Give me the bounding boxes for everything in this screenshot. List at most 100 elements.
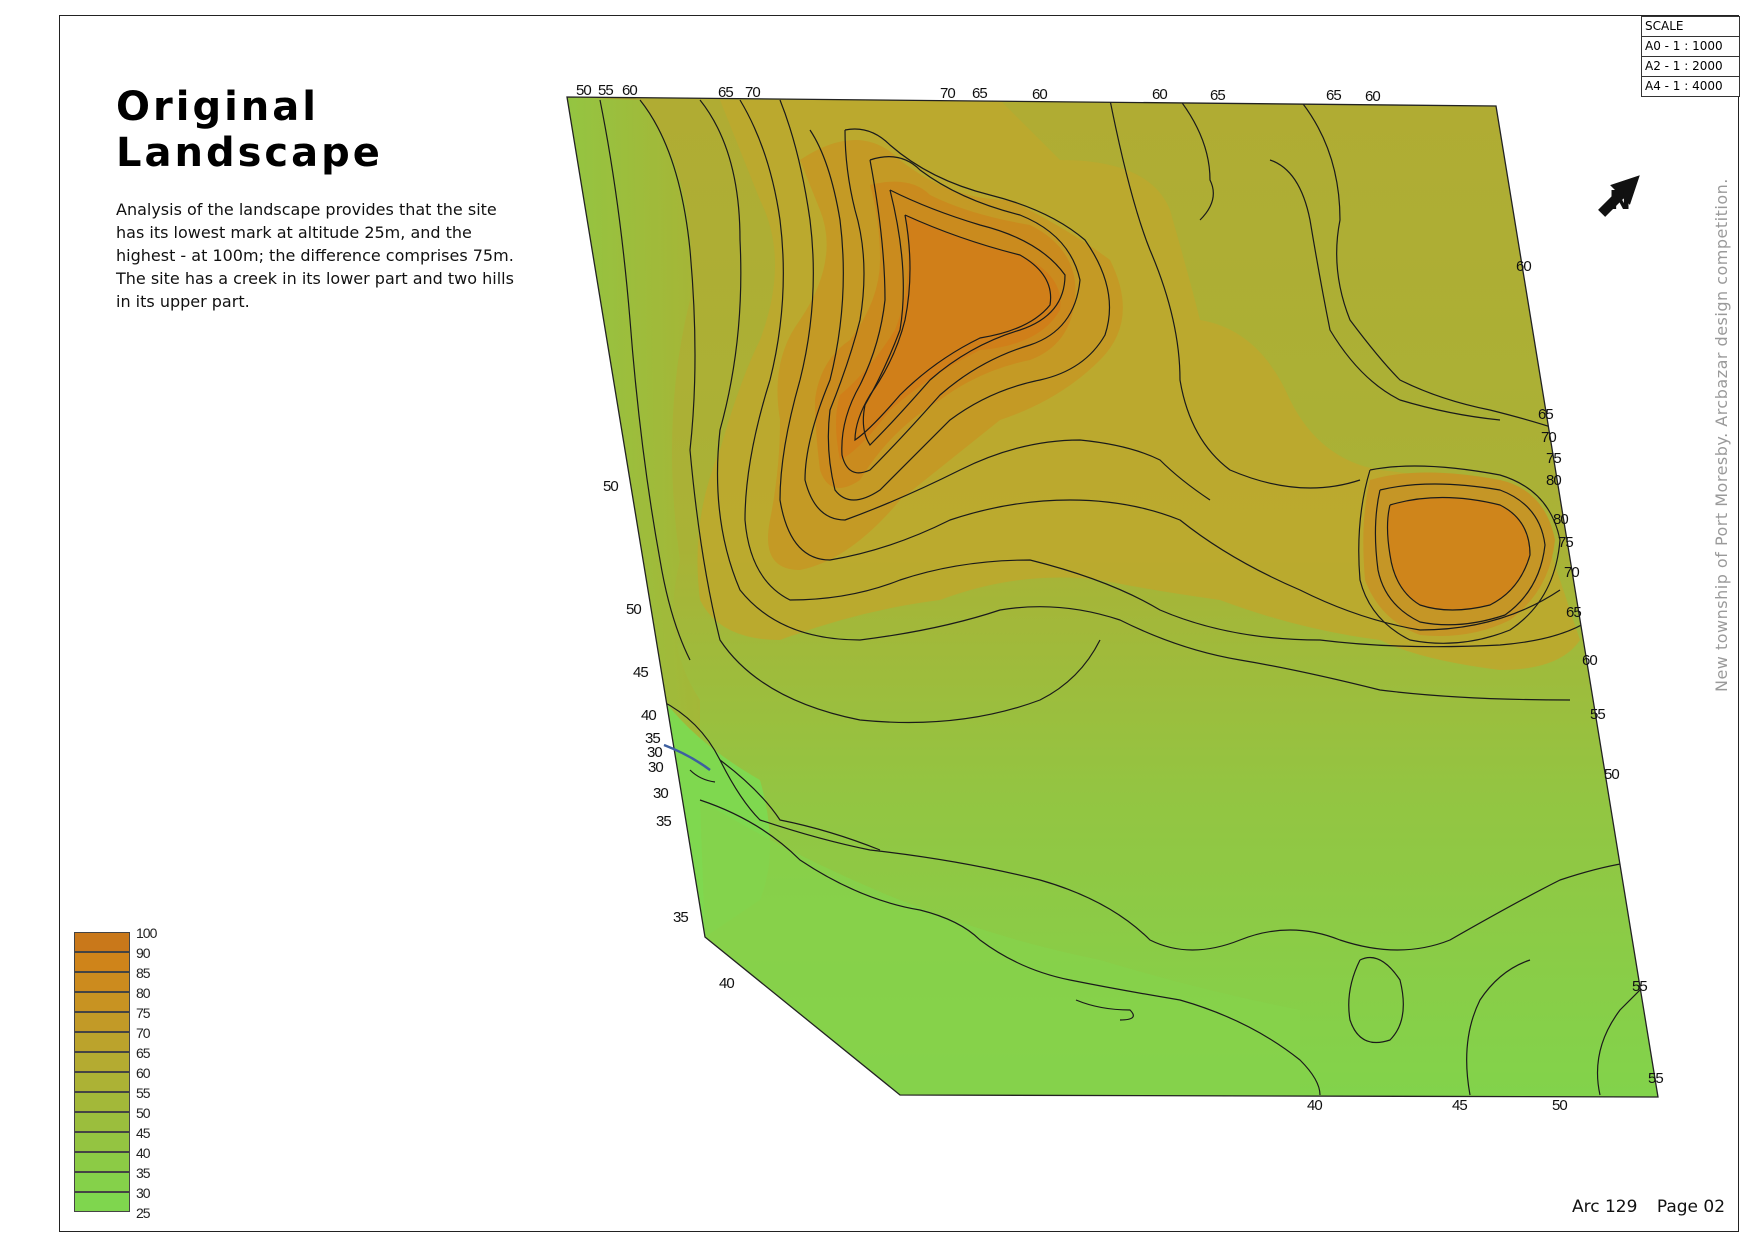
legend-label: 70	[136, 1025, 151, 1041]
creek-line	[663, 743, 711, 772]
contour-label-right: 60	[1516, 258, 1531, 275]
contour-60-ne	[1299, 99, 1561, 431]
contour-label-right: 55	[1590, 706, 1605, 723]
scale-row-a4: A4 - 1 : 4000	[1645, 79, 1723, 93]
contour-80	[827, 128, 1111, 501]
legend-swatch	[74, 952, 130, 972]
contour-label-right: 60	[1582, 652, 1597, 669]
contour-65	[739, 99, 1591, 648]
legend-swatch	[74, 1152, 130, 1172]
contour-45	[659, 699, 1658, 951]
scale-table: SCALE A0 - 1 : 1000 A2 - 1 : 2000 A4 - 1…	[1641, 16, 1740, 97]
contour-label-right: 80	[1546, 472, 1561, 489]
contour-label-left: 30	[653, 785, 668, 802]
contour-label-left: 30	[648, 759, 663, 776]
contour-label-top: 50	[576, 82, 591, 99]
title-line-1: Original	[116, 84, 319, 130]
legend-swatch	[74, 1012, 130, 1032]
legend-swatch	[74, 1032, 130, 1052]
legend-swatch	[74, 1072, 130, 1092]
contour-label-right: 70	[1541, 429, 1556, 446]
contour-35	[719, 759, 881, 851]
contour-label-bottom: 50	[1552, 1097, 1567, 1114]
contour-85	[841, 156, 1081, 474]
contour-65-n	[1179, 99, 1214, 221]
contour-label-top: 60	[1365, 88, 1380, 105]
legend-label: 45	[136, 1125, 151, 1141]
legend-label: 90	[136, 945, 151, 961]
contour-label-right: 75	[1558, 534, 1573, 551]
legend-label: 85	[136, 965, 151, 981]
legend-swatch	[74, 1112, 130, 1132]
contour-label-left: 35	[645, 730, 660, 747]
contour-50w	[599, 99, 691, 661]
legend-swatch	[74, 1172, 130, 1192]
contour-label-left: 40	[719, 975, 734, 992]
contour-70	[779, 99, 1561, 631]
contour-label-top: 65	[1326, 87, 1341, 104]
contour-55	[639, 99, 1101, 724]
contour-label-right: 70	[1564, 564, 1579, 581]
legend-label: 35	[136, 1165, 151, 1181]
legend-label: 40	[136, 1145, 151, 1161]
contour-60	[699, 99, 1571, 701]
title-line-2: Landscape	[116, 130, 383, 176]
contour-95	[854, 214, 1052, 442]
contour-label-right: 65	[1538, 406, 1553, 423]
contour-label-top: 60	[622, 82, 637, 99]
lower-flat	[700, 800, 1300, 1095]
contour-65-ne	[1269, 159, 1501, 421]
contour-75	[804, 129, 1211, 521]
contour-creek-2	[689, 769, 716, 783]
contour-label-right: 65	[1566, 604, 1581, 621]
legend-swatch	[74, 1132, 130, 1152]
page-title: Original Landscape	[116, 84, 383, 176]
contour-label-top: 55	[598, 82, 613, 99]
contour-east-70	[1358, 465, 1561, 644]
scale-header: SCALE	[1642, 17, 1739, 37]
contour-label-left: 30	[647, 744, 662, 761]
page-footer: Arc 129 Page 02	[1572, 1197, 1725, 1217]
contour-60-n	[1109, 99, 1361, 489]
legend-label: 25	[136, 1205, 151, 1221]
north-arrow-icon: N	[1598, 175, 1640, 217]
legend-swatch	[74, 932, 130, 952]
legend-swatch	[74, 1092, 130, 1112]
contour-label-left: 45	[633, 664, 648, 681]
contour-lines	[599, 99, 1658, 1096]
legend-swatch	[74, 992, 130, 1012]
legend-label: 100	[136, 925, 157, 941]
scale-row-a0: A0 - 1 : 1000	[1642, 37, 1739, 57]
legend-label: 75	[136, 1005, 151, 1021]
contour-label-bottom: 45	[1452, 1097, 1467, 1114]
contour-label-top: 65	[1210, 87, 1225, 104]
contour-label-top: 60	[1152, 86, 1167, 103]
contour-labels: 50 55 60 65 70 70 65 60 60 65 65 60 60 65 70 75 80 80 75 70…	[576, 82, 1664, 1114]
legend-swatch	[74, 1052, 130, 1072]
page-frame	[59, 15, 1739, 1232]
legend-label: 80	[136, 985, 151, 1001]
contour-east-80	[1386, 496, 1531, 611]
contour-knoll	[1348, 956, 1404, 1044]
legend-swatch	[74, 1192, 130, 1212]
contour-50s	[1466, 959, 1531, 1096]
contour-label-left: 50	[603, 478, 618, 495]
contour-label-top: 70	[940, 85, 955, 102]
contour-90	[862, 189, 1066, 446]
legend-swatch	[74, 972, 130, 992]
contour-40	[699, 799, 1321, 1096]
contour-label-left: 50	[626, 601, 641, 618]
footer-page: Page 02	[1656, 1197, 1726, 1217]
contour-label-right: 55	[1648, 1070, 1663, 1087]
site-boundary	[566, 96, 1659, 1098]
legend-label: 65	[136, 1045, 151, 1061]
contour-east-75	[1374, 483, 1546, 626]
terrain-layer	[567, 97, 1658, 1097]
north-letter: N	[1609, 186, 1631, 216]
description-text: Analysis of the landscape provides that …	[116, 200, 514, 311]
legend-label: 60	[136, 1065, 151, 1081]
contour-label-top: 65	[972, 85, 987, 102]
contour-label-right: 50	[1604, 766, 1619, 783]
contour-label-right: 80	[1553, 511, 1568, 528]
